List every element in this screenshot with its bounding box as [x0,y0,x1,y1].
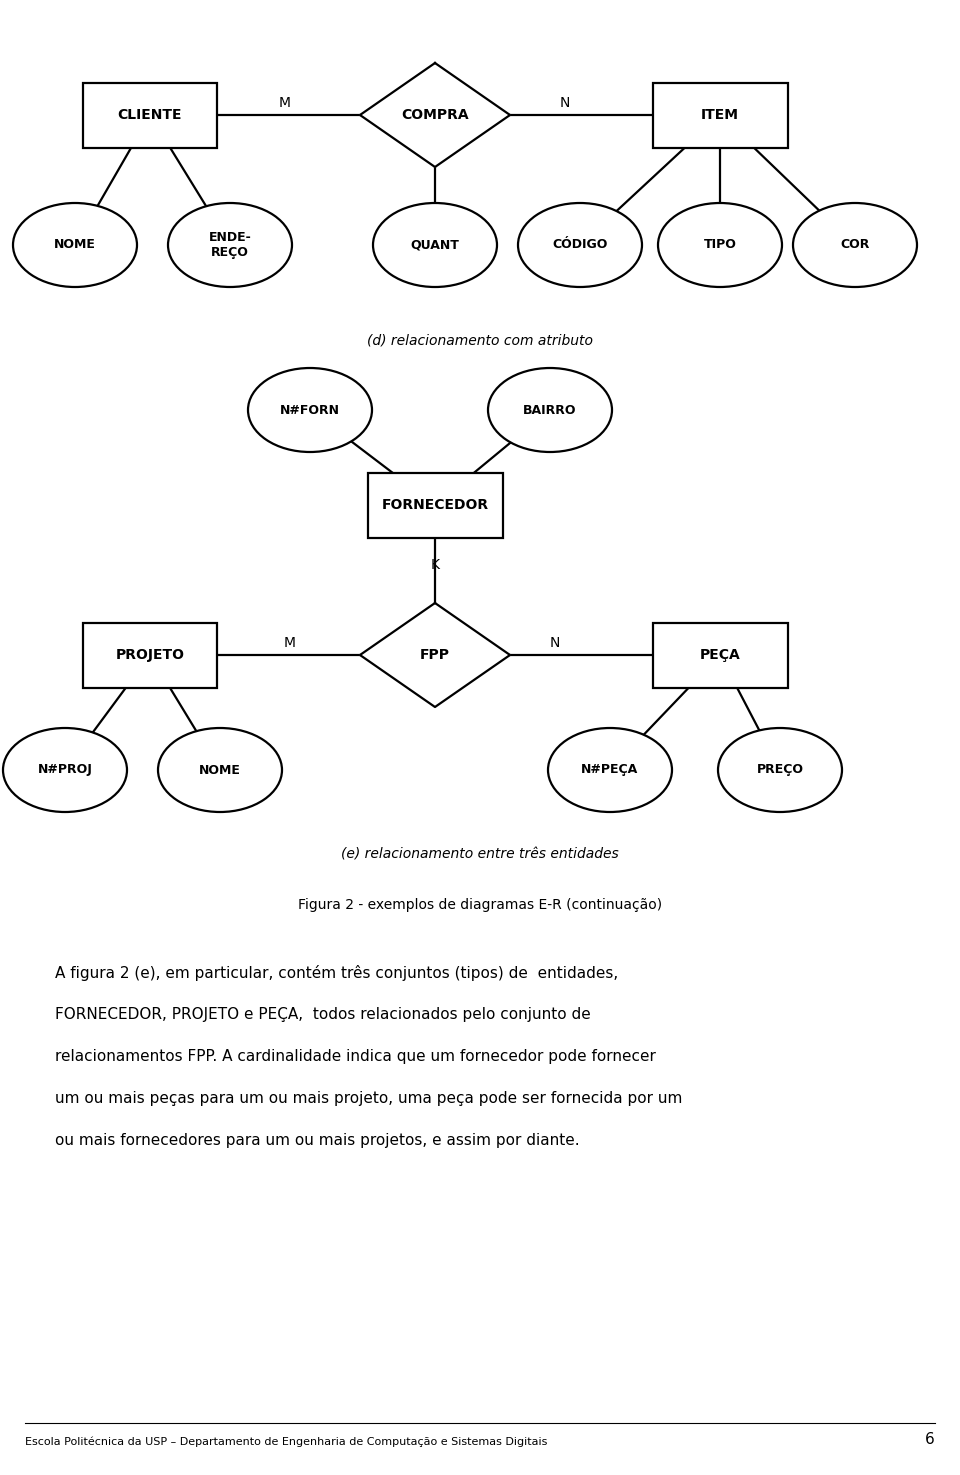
Polygon shape [360,63,510,167]
Text: um ou mais peças para um ou mais projeto, uma peça pode ser fornecida por um: um ou mais peças para um ou mais projeto… [55,1092,683,1106]
Text: NOME: NOME [54,239,96,252]
FancyBboxPatch shape [653,622,787,687]
Text: NOME: NOME [199,764,241,776]
Text: relacionamentos FPP. A cardinalidade indica que um fornecedor pode fornecer: relacionamentos FPP. A cardinalidade ind… [55,1049,656,1063]
Text: N#FORN: N#FORN [280,404,340,416]
Text: (d) relacionamento com atributo: (d) relacionamento com atributo [367,333,593,347]
Text: ITEM: ITEM [701,108,739,122]
Text: A figura 2 (e), em particular, contém três conjuntos (tipos) de  entidades,: A figura 2 (e), em particular, contém tr… [55,965,618,981]
Text: PEÇA: PEÇA [700,648,740,662]
FancyBboxPatch shape [83,83,218,148]
Polygon shape [360,603,510,707]
Ellipse shape [548,729,672,813]
Text: (e) relacionamento entre três entidades: (e) relacionamento entre três entidades [341,848,619,861]
Text: M: M [284,636,296,650]
Text: N: N [550,636,561,650]
Text: QUANT: QUANT [411,239,460,252]
Ellipse shape [793,204,917,288]
Ellipse shape [168,204,292,288]
Ellipse shape [13,204,137,288]
Ellipse shape [373,204,497,288]
Text: Figura 2 - exemplos de diagramas E-R (continuação): Figura 2 - exemplos de diagramas E-R (co… [298,898,662,912]
FancyBboxPatch shape [368,472,502,537]
Text: PREÇO: PREÇO [756,764,804,776]
Text: K: K [430,558,440,572]
Text: CÓDIGO: CÓDIGO [552,239,608,252]
Text: COR: COR [840,239,870,252]
Text: CLIENTE: CLIENTE [118,108,182,122]
Text: N#PEÇA: N#PEÇA [582,764,638,776]
Ellipse shape [158,729,282,813]
Text: M: M [279,96,291,111]
Text: Escola Politécnica da USP – Departamento de Engenharia de Computação e Sistemas : Escola Politécnica da USP – Departamento… [25,1437,547,1447]
Text: ENDE-
REÇO: ENDE- REÇO [208,232,252,260]
Text: FPP: FPP [420,648,450,662]
FancyBboxPatch shape [83,622,218,687]
FancyBboxPatch shape [653,83,787,148]
Text: COMPRA: COMPRA [401,108,468,122]
Ellipse shape [248,367,372,451]
Text: FORNECEDOR, PROJETO e PEÇA,  todos relacionados pelo conjunto de: FORNECEDOR, PROJETO e PEÇA, todos relaci… [55,1007,590,1022]
Ellipse shape [658,204,782,288]
Text: PROJETO: PROJETO [115,648,184,662]
Ellipse shape [488,367,612,451]
Text: N: N [560,96,570,111]
Ellipse shape [518,204,642,288]
Ellipse shape [3,729,127,813]
Text: N#PROJ: N#PROJ [37,764,92,776]
Text: 6: 6 [925,1432,935,1447]
Ellipse shape [718,729,842,813]
Text: TIPO: TIPO [704,239,736,252]
Text: ou mais fornecedores para um ou mais projetos, e assim por diante.: ou mais fornecedores para um ou mais pro… [55,1133,580,1148]
Text: BAIRRO: BAIRRO [523,404,577,416]
Text: FORNECEDOR: FORNECEDOR [381,499,489,512]
